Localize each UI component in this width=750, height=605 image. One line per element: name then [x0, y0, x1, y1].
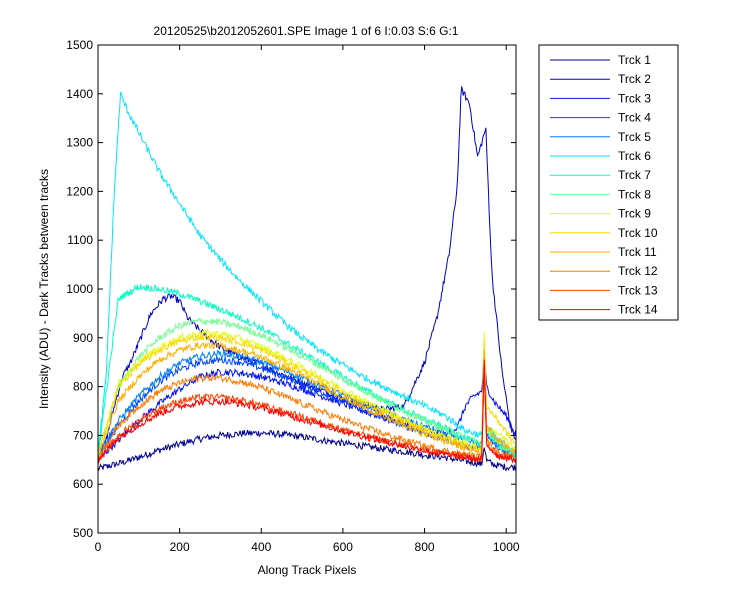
- legend-label: Trck 13: [618, 283, 658, 297]
- legend-item-7: Trck 7: [550, 168, 651, 182]
- series-line-14: [98, 359, 516, 464]
- x-axis-ticks: 0 200 400 600 800 1000: [95, 45, 520, 554]
- x-tick-label: 200: [170, 540, 190, 554]
- legend-label: Trck 6: [618, 149, 651, 163]
- y-tick-label: 600: [73, 477, 93, 491]
- legend-item-10: Trck 10: [550, 226, 658, 240]
- legend-label: Trck 12: [618, 264, 658, 278]
- legend-label: Trck 9: [618, 207, 651, 221]
- series-line-2: [98, 86, 516, 465]
- series-line-8: [98, 317, 516, 456]
- legend-item-3: Trck 3: [550, 91, 651, 105]
- y-tick-label: 900: [73, 331, 93, 345]
- legend-items: Trck 1 Trck 2 Trck 3 Trck 4 Trck 5 Trck 6 Trck…: [550, 53, 658, 317]
- y-tick-label: 1100: [67, 233, 93, 247]
- y-axis-ticks: 500 600 700 800 900 1000 1100 1200 1300 1400 1500: [66, 38, 516, 540]
- legend-label: Trck 10: [618, 226, 658, 240]
- y-tick-label: 800: [73, 380, 93, 394]
- y-tick-label: 1000: [66, 282, 93, 296]
- x-tick-label: 1000: [493, 540, 520, 554]
- legend-item-12: Trck 12: [550, 264, 658, 278]
- legend-box: [538, 44, 679, 321]
- legend-item-1: Trck 1: [550, 53, 651, 67]
- x-tick-label: 0: [95, 540, 102, 554]
- legend: Trck 1 Trck 2 Trck 3 Trck 4 Trck 5 Trck 6 Trck…: [538, 44, 679, 321]
- legend-item-13: Trck 13: [550, 283, 658, 297]
- legend-item-6: Trck 6: [550, 149, 651, 163]
- y-tick-label: 1200: [66, 184, 93, 198]
- legend-item-9: Trck 9: [550, 207, 651, 221]
- y-tick-label: 500: [73, 526, 93, 540]
- legend-label: Trck 11: [618, 245, 657, 259]
- chart-title: 20120525\b2012052601.SPE Image 1 of 6 I:…: [154, 24, 459, 38]
- y-tick-label: 1300: [66, 136, 93, 150]
- legend-item-4: Trck 4: [550, 111, 651, 125]
- series-line-1: [98, 429, 516, 472]
- y-tick-label: 1400: [66, 87, 93, 101]
- legend-label: Trck 14: [618, 303, 658, 317]
- y-axis-label: Intensity (ADU) - Dark Tracks between tr…: [37, 169, 51, 409]
- series-line-11: [98, 341, 516, 456]
- x-tick-label: 400: [251, 540, 271, 554]
- series-layer: [98, 86, 516, 472]
- legend-item-14: Trck 14: [550, 303, 658, 317]
- series-line-3: [98, 358, 516, 461]
- legend-label: Trck 4: [618, 111, 651, 125]
- legend-label: Trck 8: [618, 187, 651, 201]
- plot-area: 0 200 400 600 800 1000 500 600 700 800 900 1000 110…: [66, 38, 520, 554]
- legend-label: Trck 3: [618, 91, 651, 105]
- x-tick-label: 600: [333, 540, 353, 554]
- legend-label: Trck 2: [618, 72, 651, 86]
- legend-item-8: Trck 8: [550, 187, 651, 201]
- legend-item-2: Trck 2: [550, 72, 651, 86]
- y-tick-label: 700: [73, 428, 93, 442]
- series-line-6: [98, 91, 516, 458]
- x-axis-label: Along Track Pixels: [258, 563, 357, 577]
- y-tick-label: 1500: [66, 38, 93, 52]
- legend-label: Trck 7: [618, 168, 651, 182]
- legend-label: Trck 5: [618, 130, 651, 144]
- legend-item-11: Trck 11: [550, 245, 657, 259]
- legend-item-5: Trck 5: [550, 130, 651, 144]
- legend-label: Trck 1: [618, 53, 651, 67]
- x-tick-label: 800: [415, 540, 435, 554]
